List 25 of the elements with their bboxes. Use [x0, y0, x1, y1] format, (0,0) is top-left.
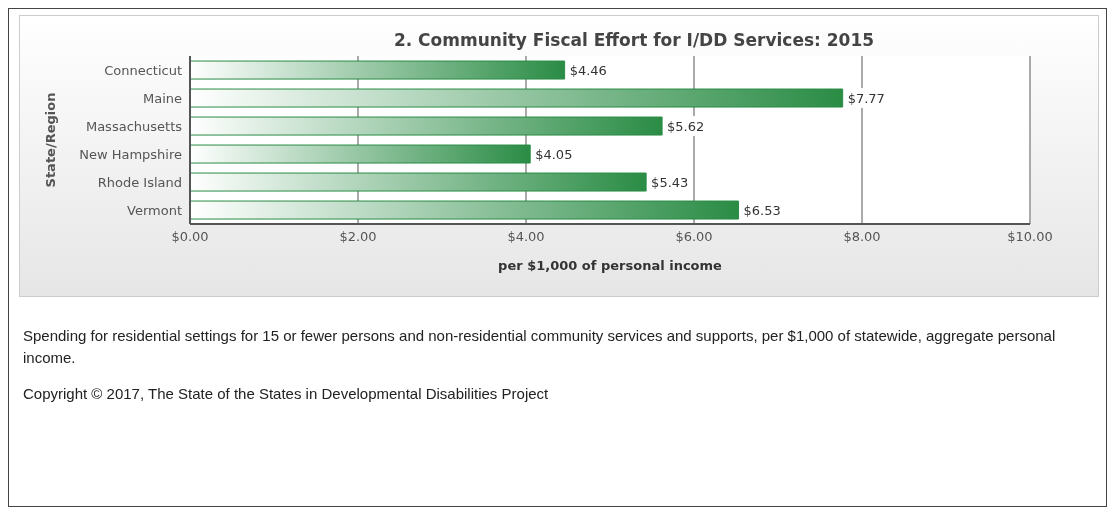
y-tick-label: Massachusetts	[85, 118, 183, 134]
y-tick-label: Rhode Island	[97, 174, 182, 190]
data-label: $5.62	[667, 119, 705, 135]
x-tick-label: $0.00	[171, 229, 209, 245]
y-tick-label: New Hampshire	[79, 146, 182, 162]
text: Copyright © 2017, The State of the States in Developmental Disabilities Project	[23, 384, 550, 404]
x-tick-label: $8.00	[843, 229, 881, 245]
bar	[190, 88, 844, 108]
y-tick-label: Vermont	[127, 202, 182, 218]
data-label: $6.53	[743, 203, 781, 219]
data-label: $7.77	[847, 91, 885, 107]
y-tick-label: Maine	[142, 90, 182, 106]
chart-title: 2. Community Fiscal Effort for I/DD Services: 2015	[392, 30, 876, 50]
x-tick-label: $4.00	[507, 229, 545, 245]
x-tick-label: $6.00	[675, 229, 713, 245]
x-axis-title: per $1,000 of personal income	[498, 258, 723, 273]
data-label: $4.05	[535, 147, 573, 163]
x-tick-label: $10.00	[1007, 229, 1053, 245]
bar	[190, 116, 663, 136]
x-tick-label: $2.00	[339, 229, 377, 245]
text: Spending for residential settings for 15 or fewer persons and non-residential community services and supports, per $1,000 of statewide, aggregate personal income.	[23, 326, 1057, 368]
data-label: $5.43	[651, 175, 689, 191]
y-axis-title: State/Region	[42, 92, 58, 188]
y-tick-label: Connecticut	[104, 62, 182, 78]
data-label: $4.46	[569, 63, 607, 79]
